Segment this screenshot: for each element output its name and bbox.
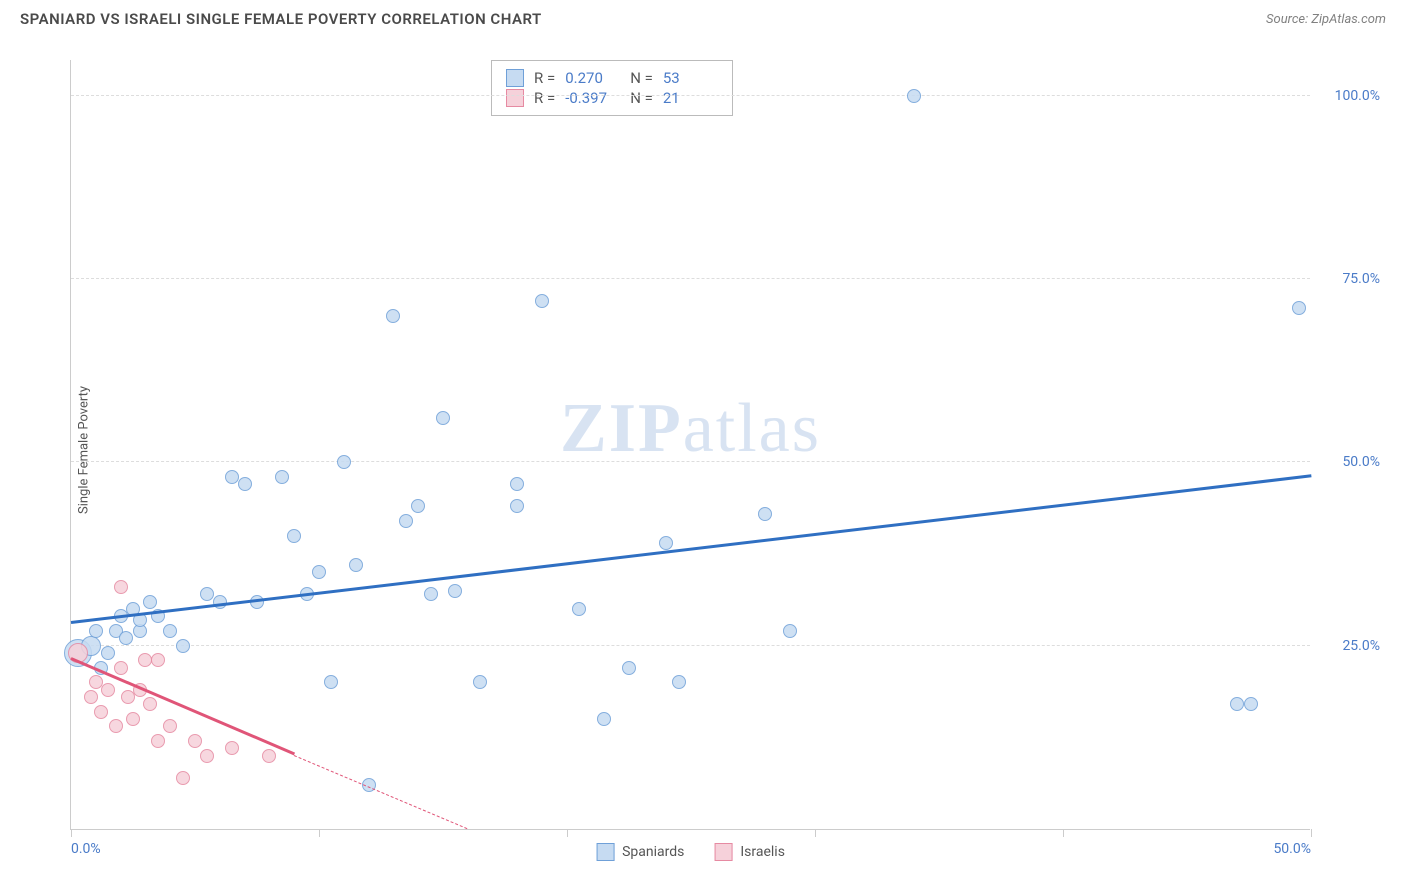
data-point xyxy=(907,89,921,103)
data-point xyxy=(758,507,772,521)
data-point xyxy=(1292,301,1306,315)
data-point xyxy=(424,587,438,601)
data-point xyxy=(94,705,108,719)
legend-label-spaniards: Spaniards xyxy=(622,844,684,860)
data-point xyxy=(126,712,140,726)
legend-label-israelis: Israelis xyxy=(740,844,785,860)
legend-item-israelis: Israelis xyxy=(714,843,785,861)
data-point xyxy=(143,595,157,609)
source-attribution: Source: ZipAtlas.com xyxy=(1266,12,1386,27)
data-point xyxy=(119,631,133,645)
trend-line xyxy=(71,474,1311,624)
legend-swatch-israelis xyxy=(714,843,732,861)
r-value-israelis: -0.397 xyxy=(565,89,620,107)
legend-bottom: Spaniards Israelis xyxy=(596,843,785,861)
data-point xyxy=(151,734,165,748)
n-label: N = xyxy=(630,69,653,87)
data-point xyxy=(510,499,524,513)
x-tick xyxy=(71,829,72,837)
chart-container: Single Female Poverty ZIPatlas R = 0.270… xyxy=(50,50,1390,850)
gridline xyxy=(71,645,1310,646)
data-point xyxy=(275,470,289,484)
data-point xyxy=(386,309,400,323)
data-point xyxy=(109,719,123,733)
x-tick xyxy=(319,829,320,837)
chart-title: SPANIARD VS ISRAELI SINGLE FEMALE POVERT… xyxy=(20,10,542,28)
data-point xyxy=(114,580,128,594)
n-label: N = xyxy=(630,89,653,107)
data-point xyxy=(411,499,425,513)
stats-row-spaniards: R = 0.270 N = 53 xyxy=(506,69,718,87)
data-point xyxy=(672,675,686,689)
data-point xyxy=(225,741,239,755)
data-point xyxy=(448,584,462,598)
data-point xyxy=(324,675,338,689)
data-point xyxy=(188,734,202,748)
gridline xyxy=(71,278,1310,279)
data-point xyxy=(510,477,524,491)
data-point xyxy=(89,624,103,638)
data-point xyxy=(659,536,673,550)
legend-item-spaniards: Spaniards xyxy=(596,843,684,861)
gridline xyxy=(71,461,1310,462)
swatch-spaniards xyxy=(506,69,524,87)
watermark-bold: ZIP xyxy=(560,390,683,467)
gridline xyxy=(71,95,1310,96)
legend-swatch-spaniards xyxy=(596,843,614,861)
data-point xyxy=(163,719,177,733)
y-tick-label: 25.0% xyxy=(1342,638,1380,654)
data-point xyxy=(143,697,157,711)
stats-row-israelis: R = -0.397 N = 21 xyxy=(506,89,718,107)
x-tick-label: 0.0% xyxy=(71,841,101,857)
data-point xyxy=(622,661,636,675)
x-tick xyxy=(567,829,568,837)
x-tick-label: 50.0% xyxy=(1273,841,1311,857)
x-tick xyxy=(815,829,816,837)
data-point xyxy=(349,558,363,572)
watermark: ZIPatlas xyxy=(560,389,821,469)
x-tick xyxy=(1063,829,1064,837)
r-value-spaniards: 0.270 xyxy=(565,69,620,87)
y-tick-label: 100.0% xyxy=(1335,88,1380,104)
data-point xyxy=(84,690,98,704)
chart-header: SPANIARD VS ISRAELI SINGLE FEMALE POVERT… xyxy=(0,0,1406,33)
data-point xyxy=(151,653,165,667)
data-point xyxy=(200,749,214,763)
data-point xyxy=(1230,697,1244,711)
data-point xyxy=(101,646,115,660)
data-point xyxy=(337,455,351,469)
data-point xyxy=(399,514,413,528)
trend-line-dashed xyxy=(294,755,468,829)
data-point xyxy=(101,683,115,697)
data-point xyxy=(176,771,190,785)
data-point xyxy=(572,602,586,616)
y-tick-label: 50.0% xyxy=(1342,454,1380,470)
data-point xyxy=(1244,697,1258,711)
data-point xyxy=(262,749,276,763)
data-point xyxy=(114,661,128,675)
r-label: R = xyxy=(534,69,555,87)
data-point xyxy=(535,294,549,308)
n-value-spaniards: 53 xyxy=(663,69,718,87)
plot-area: ZIPatlas R = 0.270 N = 53 R = -0.397 N =… xyxy=(70,60,1310,830)
data-point xyxy=(238,477,252,491)
data-point xyxy=(473,675,487,689)
r-label: R = xyxy=(534,89,555,107)
data-point xyxy=(176,639,190,653)
data-point xyxy=(287,529,301,543)
data-point xyxy=(436,411,450,425)
data-point xyxy=(783,624,797,638)
watermark-light: atlas xyxy=(683,390,821,467)
swatch-israelis xyxy=(506,89,524,107)
x-tick xyxy=(1311,829,1312,837)
data-point xyxy=(597,712,611,726)
data-point xyxy=(163,624,177,638)
data-point xyxy=(312,565,326,579)
y-tick-label: 75.0% xyxy=(1342,271,1380,287)
stats-legend-box: R = 0.270 N = 53 R = -0.397 N = 21 xyxy=(491,60,733,116)
n-value-israelis: 21 xyxy=(663,89,718,107)
